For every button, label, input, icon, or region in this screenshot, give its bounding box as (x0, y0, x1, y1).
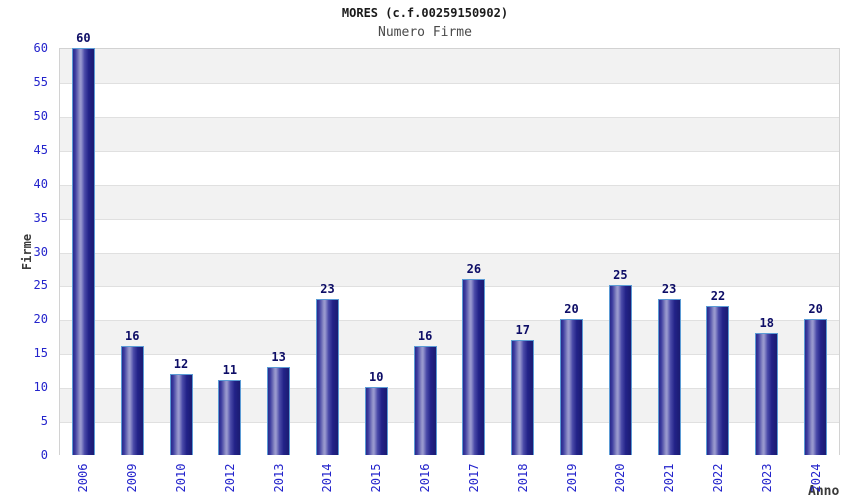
bar-2012 (218, 380, 242, 455)
plot-band (60, 184, 839, 219)
y-tick-label: 60 (33, 41, 48, 55)
plot-band (60, 218, 839, 253)
y-tick-label: 50 (33, 108, 48, 123)
x-tick-label: 2024 (808, 463, 823, 493)
plot-band (60, 49, 839, 83)
x-tick-label: 2009 (125, 463, 140, 493)
bar-value-label: 60 (76, 31, 91, 45)
bar-value-label: 20 (564, 302, 579, 317)
bar-value-label: 16 (417, 329, 433, 344)
x-tick-label: 2016 (418, 463, 433, 493)
gridline (60, 286, 839, 288)
y-tick-label: 0 (40, 448, 48, 462)
bar-value-label: 10 (369, 370, 384, 385)
bar-2013 (267, 366, 291, 455)
plot-band (60, 252, 839, 287)
bar-value-label: 26 (466, 261, 482, 276)
bar-value-label: 12 (173, 356, 189, 371)
y-tick-label: 10 (33, 380, 48, 395)
plot-band (60, 150, 839, 185)
bar-2022 (706, 305, 730, 455)
bar-2019 (560, 319, 584, 455)
bar-value-label: 25 (613, 268, 628, 283)
bar-2020 (608, 285, 632, 455)
bar-value-label: 13 (271, 349, 286, 364)
bar-2006 (71, 48, 95, 455)
x-tick-label: 2021 (662, 463, 677, 493)
plot-band (60, 116, 839, 151)
bar-2018 (511, 339, 535, 455)
y-tick-label: 15 (33, 346, 48, 361)
plot-band (60, 82, 839, 117)
bar-value-label: 22 (710, 288, 726, 303)
bar-value-label: 18 (759, 315, 774, 330)
x-tick-label: 2020 (613, 463, 628, 493)
gridline (60, 354, 839, 356)
chart-title: MORES (c.f.00259150902) (341, 6, 509, 20)
x-tick-label: 2010 (174, 463, 189, 493)
x-tick-label: 2006 (76, 463, 91, 493)
bar-2015 (364, 387, 388, 455)
bar-value-label: 23 (661, 281, 677, 296)
x-tick-label: 2019 (564, 463, 579, 493)
gridline (60, 150, 839, 152)
gridline (60, 388, 839, 390)
bar-value-label: 11 (222, 363, 238, 378)
gridline (60, 422, 839, 424)
y-tick-label: 20 (33, 312, 48, 327)
y-tick-label: 25 (33, 278, 48, 293)
gridline (60, 218, 839, 220)
y-tick-label: 30 (33, 244, 48, 259)
x-tick-label: 2022 (710, 463, 725, 493)
y-tick-label: 45 (33, 142, 48, 157)
bar-value-label: 16 (124, 329, 140, 344)
gridline (60, 184, 839, 186)
y-tick-label: 40 (33, 176, 48, 191)
x-tick-label: 2017 (466, 463, 481, 493)
x-axis-title: Anno (808, 484, 840, 499)
y-tick-label: 35 (33, 210, 48, 225)
bar-value-label: 20 (808, 302, 823, 317)
x-tick-label: 2015 (369, 463, 384, 493)
x-tick-label: 2012 (222, 463, 237, 493)
bar-value-label: 23 (320, 281, 335, 296)
gridline (60, 116, 839, 118)
y-tick-label: 55 (33, 74, 48, 89)
bar-2010 (169, 373, 193, 455)
x-tick-label: 2014 (320, 463, 335, 493)
bar-2009 (120, 346, 144, 455)
gridline (60, 82, 839, 84)
chart-subtitle: Numero Firme (378, 25, 472, 40)
bar-2017 (462, 278, 486, 455)
gridline (60, 252, 839, 254)
bar-value-label: 17 (515, 322, 530, 337)
x-tick-label: 2013 (271, 463, 286, 493)
bar-2021 (657, 298, 681, 455)
gridline (60, 320, 839, 322)
bar-2023 (755, 332, 779, 455)
bar-2014 (315, 298, 339, 455)
bar-2024 (804, 319, 828, 455)
x-tick-label: 2023 (759, 463, 774, 493)
x-tick-label: 2018 (515, 463, 530, 493)
y-tick-label: 5 (40, 414, 48, 429)
bar-2016 (413, 346, 437, 455)
